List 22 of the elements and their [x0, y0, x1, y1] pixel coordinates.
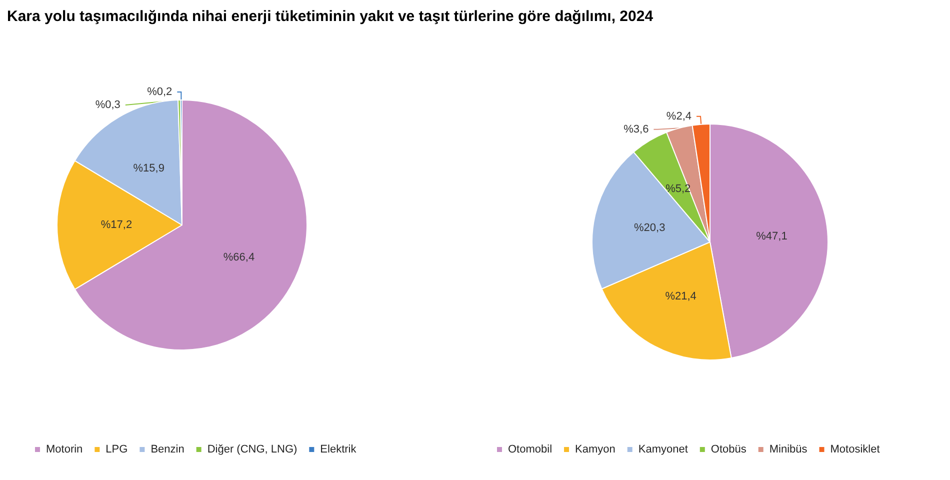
legend-label: Motosiklet: [830, 444, 880, 456]
legend-label: Motorin: [46, 444, 83, 456]
legend-label: LPG: [106, 444, 128, 456]
legend-label: Benzin: [150, 444, 184, 456]
data-label: %0,2: [147, 86, 172, 98]
legend-label: Minibüs: [769, 444, 808, 456]
data-label: %0,3: [95, 99, 120, 112]
chart-title: Kara yolu taşımacılığında nihai enerji tüketiminin yakıt ve taşıt türlerine göre dağılımı, 2024: [7, 8, 654, 25]
data-label: %2,4: [666, 110, 692, 122]
data-label: %20,3: [634, 222, 666, 234]
legend-label: Otobüs: [710, 444, 747, 456]
data-label: %3,6: [624, 123, 649, 136]
legend-label: Diğer (CNG, LNG): [207, 444, 298, 456]
data-label: %66,4: [223, 251, 255, 264]
legend-label: Elektrik: [320, 444, 357, 456]
data-label: %47,1: [756, 230, 788, 242]
legend-label: Kamyonet: [638, 444, 688, 456]
legend-label: Otomobil: [508, 444, 552, 456]
data-label: %21,4: [665, 290, 696, 303]
legend-label: Kamyon: [575, 444, 616, 456]
data-label: %17,2: [100, 219, 132, 231]
data-label: %15,9: [133, 162, 164, 175]
